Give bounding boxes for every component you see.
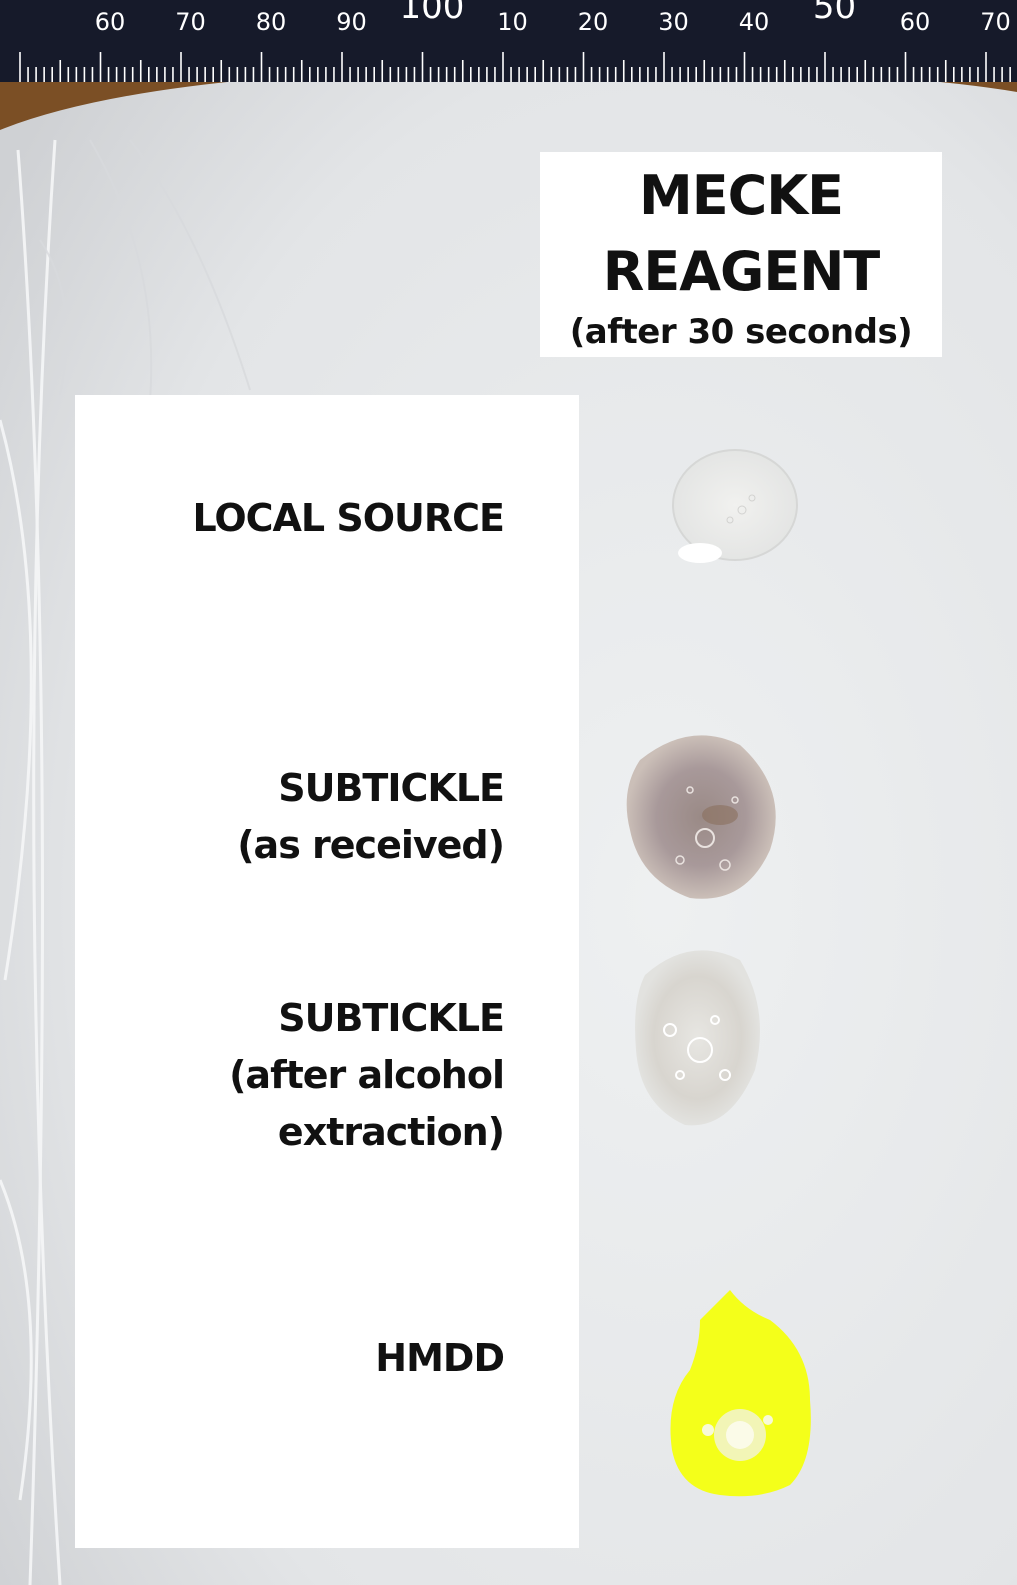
sample-label-hmdd: HMDD	[375, 1330, 505, 1387]
ruler-ticks	[19, 52, 1011, 82]
label-line: SUBTICKLE	[278, 996, 505, 1040]
ruler-tick-label: 60	[95, 8, 126, 36]
title-line-mecke: MECKE	[639, 164, 844, 227]
spot-local-source	[672, 449, 798, 563]
label-line: extraction)	[277, 1110, 505, 1154]
ruler-tick-label: 100	[400, 0, 465, 27]
label-line: (after alcohol	[229, 1053, 505, 1097]
ruler-tick-label: 70	[175, 8, 206, 36]
sample-label-panel: LOCAL SOURCE SUBTICKLE (as received) SUB…	[75, 395, 579, 1548]
ruler-tick-label: 20	[578, 8, 609, 36]
label-line: HMDD	[375, 1336, 505, 1380]
ruler-tick-label: 30	[658, 8, 689, 36]
ruler-tick-label: 50	[813, 0, 856, 27]
spot-subtickle-after-alcohol-extraction	[635, 950, 760, 1126]
ruler-tick-labels: 60 70 80 90 100 10 20 30 40 50 60 70	[95, 0, 1011, 36]
ruler-tick-label: 90	[336, 8, 367, 36]
spot-subtickle-as-received	[626, 735, 776, 899]
dish-decoration	[0, 139, 62, 1585]
title-subtitle: (after 30 seconds)	[569, 312, 913, 352]
spot-hmdd	[670, 1290, 811, 1497]
ruler-tick-label: 70	[980, 8, 1011, 36]
label-line: (as received)	[237, 823, 505, 867]
label-line: SUBTICKLE	[278, 766, 505, 810]
sample-label-subtickle-as-received: SUBTICKLE (as received)	[237, 760, 505, 874]
ruler-tick-label: 10	[497, 8, 528, 36]
title-box: MECKE REAGENT (after 30 seconds)	[540, 152, 942, 357]
ruler-tick-label: 60	[900, 8, 931, 36]
title-line-reagent: REAGENT	[602, 240, 881, 303]
ruler-body	[0, 0, 1017, 82]
sample-label-local-source: LOCAL SOURCE	[192, 490, 505, 547]
label-line: LOCAL SOURCE	[192, 496, 505, 540]
ruler-tick-label: 80	[256, 8, 287, 36]
ruler: 60 70 80 90 100 10 20 30 40 50 60 70	[0, 0, 1017, 82]
ruler-tick-label: 40	[739, 8, 770, 36]
sample-label-subtickle-after-extraction: SUBTICKLE (after alcohol extraction)	[229, 990, 505, 1161]
